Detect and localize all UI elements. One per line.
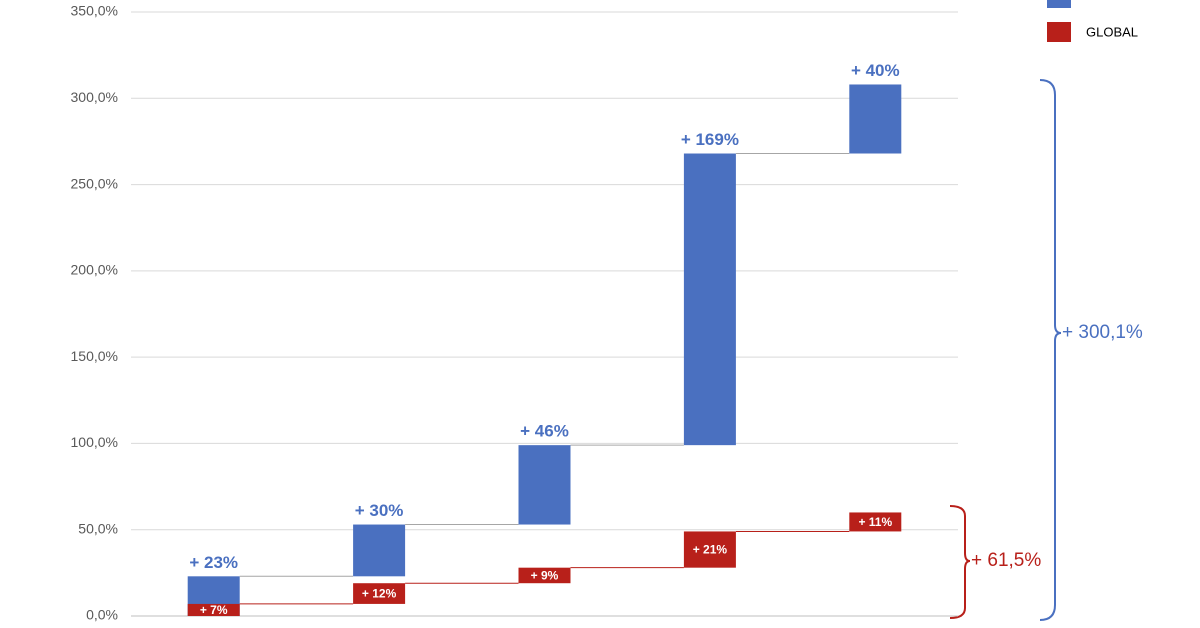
y-tick-label: 300,0%	[71, 89, 118, 105]
value-label: + 30%	[355, 501, 404, 520]
bar	[353, 524, 406, 577]
brace	[949, 505, 971, 619]
bar	[353, 583, 406, 604]
legend-label: GLOBAL	[1086, 24, 1138, 39]
bar	[518, 445, 571, 525]
annotation: + 300,1%	[1062, 322, 1143, 343]
value-label: + 12%	[362, 587, 397, 601]
value-label: + 11%	[858, 515, 892, 529]
value-label: + 9%	[531, 569, 559, 583]
bar	[518, 567, 571, 584]
brace	[1039, 79, 1062, 621]
value-label: + 23%	[189, 553, 238, 572]
y-tick-label: 100,0%	[71, 434, 118, 450]
bar	[683, 531, 736, 568]
y-tick-label: 150,0%	[71, 348, 118, 364]
legend-swatch	[1047, 0, 1071, 8]
legend-swatch	[1047, 22, 1071, 42]
y-tick-label: 250,0%	[71, 175, 118, 191]
value-label: + 46%	[520, 422, 569, 441]
y-tick-label: 200,0%	[71, 262, 118, 278]
y-tick-label: 50,0%	[78, 520, 118, 536]
value-label: + 169%	[681, 130, 739, 149]
bar	[849, 84, 902, 154]
bar	[683, 153, 736, 446]
y-tick-label: 0,0%	[86, 607, 118, 623]
bar	[849, 512, 902, 532]
bar	[187, 603, 240, 616]
y-tick-label: 350,0%	[71, 3, 118, 19]
value-label: + 7%	[200, 603, 228, 617]
value-label: + 21%	[693, 543, 728, 557]
value-label: + 40%	[851, 61, 900, 80]
annotation: + 61,5%	[971, 550, 1041, 571]
